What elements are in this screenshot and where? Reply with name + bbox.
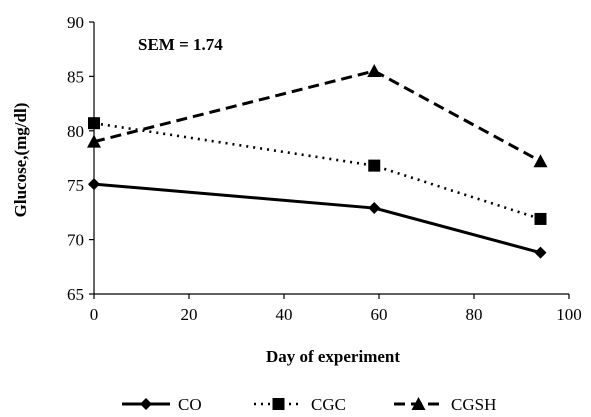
- y-axis-title: Glucose,(mg/dl): [11, 103, 30, 218]
- x-tick-label: 40: [276, 305, 293, 324]
- data-point-cgsh: [533, 154, 548, 168]
- y-tick-label: 70: [67, 231, 84, 250]
- x-tick-label: 0: [90, 305, 99, 324]
- legend-item-cgc: CGC: [254, 395, 346, 414]
- legend-marker-cgc: [272, 398, 285, 410]
- legend-item-cgsh: CGSH: [394, 395, 496, 414]
- x-tick-label: 20: [181, 305, 198, 324]
- data-point-co: [534, 246, 547, 259]
- series-cgc: [88, 117, 547, 225]
- series-line-co: [93, 182, 541, 255]
- x-tick-label: 80: [466, 305, 483, 324]
- legend-label-cgc: CGC: [311, 395, 346, 414]
- series-line-cgc: [93, 121, 541, 221]
- legend: CO CGC CGSH: [122, 395, 496, 414]
- data-point-cgc: [368, 159, 381, 172]
- data-point-cgsh: [367, 63, 382, 77]
- y-tick-label: 90: [67, 13, 84, 32]
- legend-marker-co: [140, 398, 152, 410]
- axes: [93, 22, 569, 295]
- y-tick-label: 85: [67, 67, 84, 86]
- y-tick-label: 75: [67, 176, 84, 195]
- legend-marker-cgsh: [411, 397, 426, 410]
- data-point-cgsh: [87, 134, 101, 148]
- legend-item-co: CO: [122, 395, 202, 414]
- x-tick-label: 100: [556, 305, 582, 324]
- ticks: 65 70 75 80 85 90 0 20 40 60 80 100: [67, 13, 582, 324]
- sem-annotation: SEM = 1.74: [138, 35, 223, 54]
- x-axis-title: Day of experiment: [266, 347, 400, 366]
- legend-label-co: CO: [178, 395, 202, 414]
- series-cgsh: [87, 63, 548, 168]
- data-point-co: [88, 178, 100, 191]
- series-co: [88, 178, 547, 259]
- data-point-cgc: [534, 212, 547, 225]
- y-tick-label: 80: [67, 122, 84, 141]
- data-point-cgc: [88, 117, 100, 130]
- legend-label-cgsh: CGSH: [451, 395, 496, 414]
- data-point-co: [368, 202, 381, 215]
- series-line-cgsh: [93, 69, 542, 163]
- series-group: [87, 63, 548, 259]
- y-tick-label: 65: [67, 285, 84, 304]
- x-tick-label: 60: [371, 305, 388, 324]
